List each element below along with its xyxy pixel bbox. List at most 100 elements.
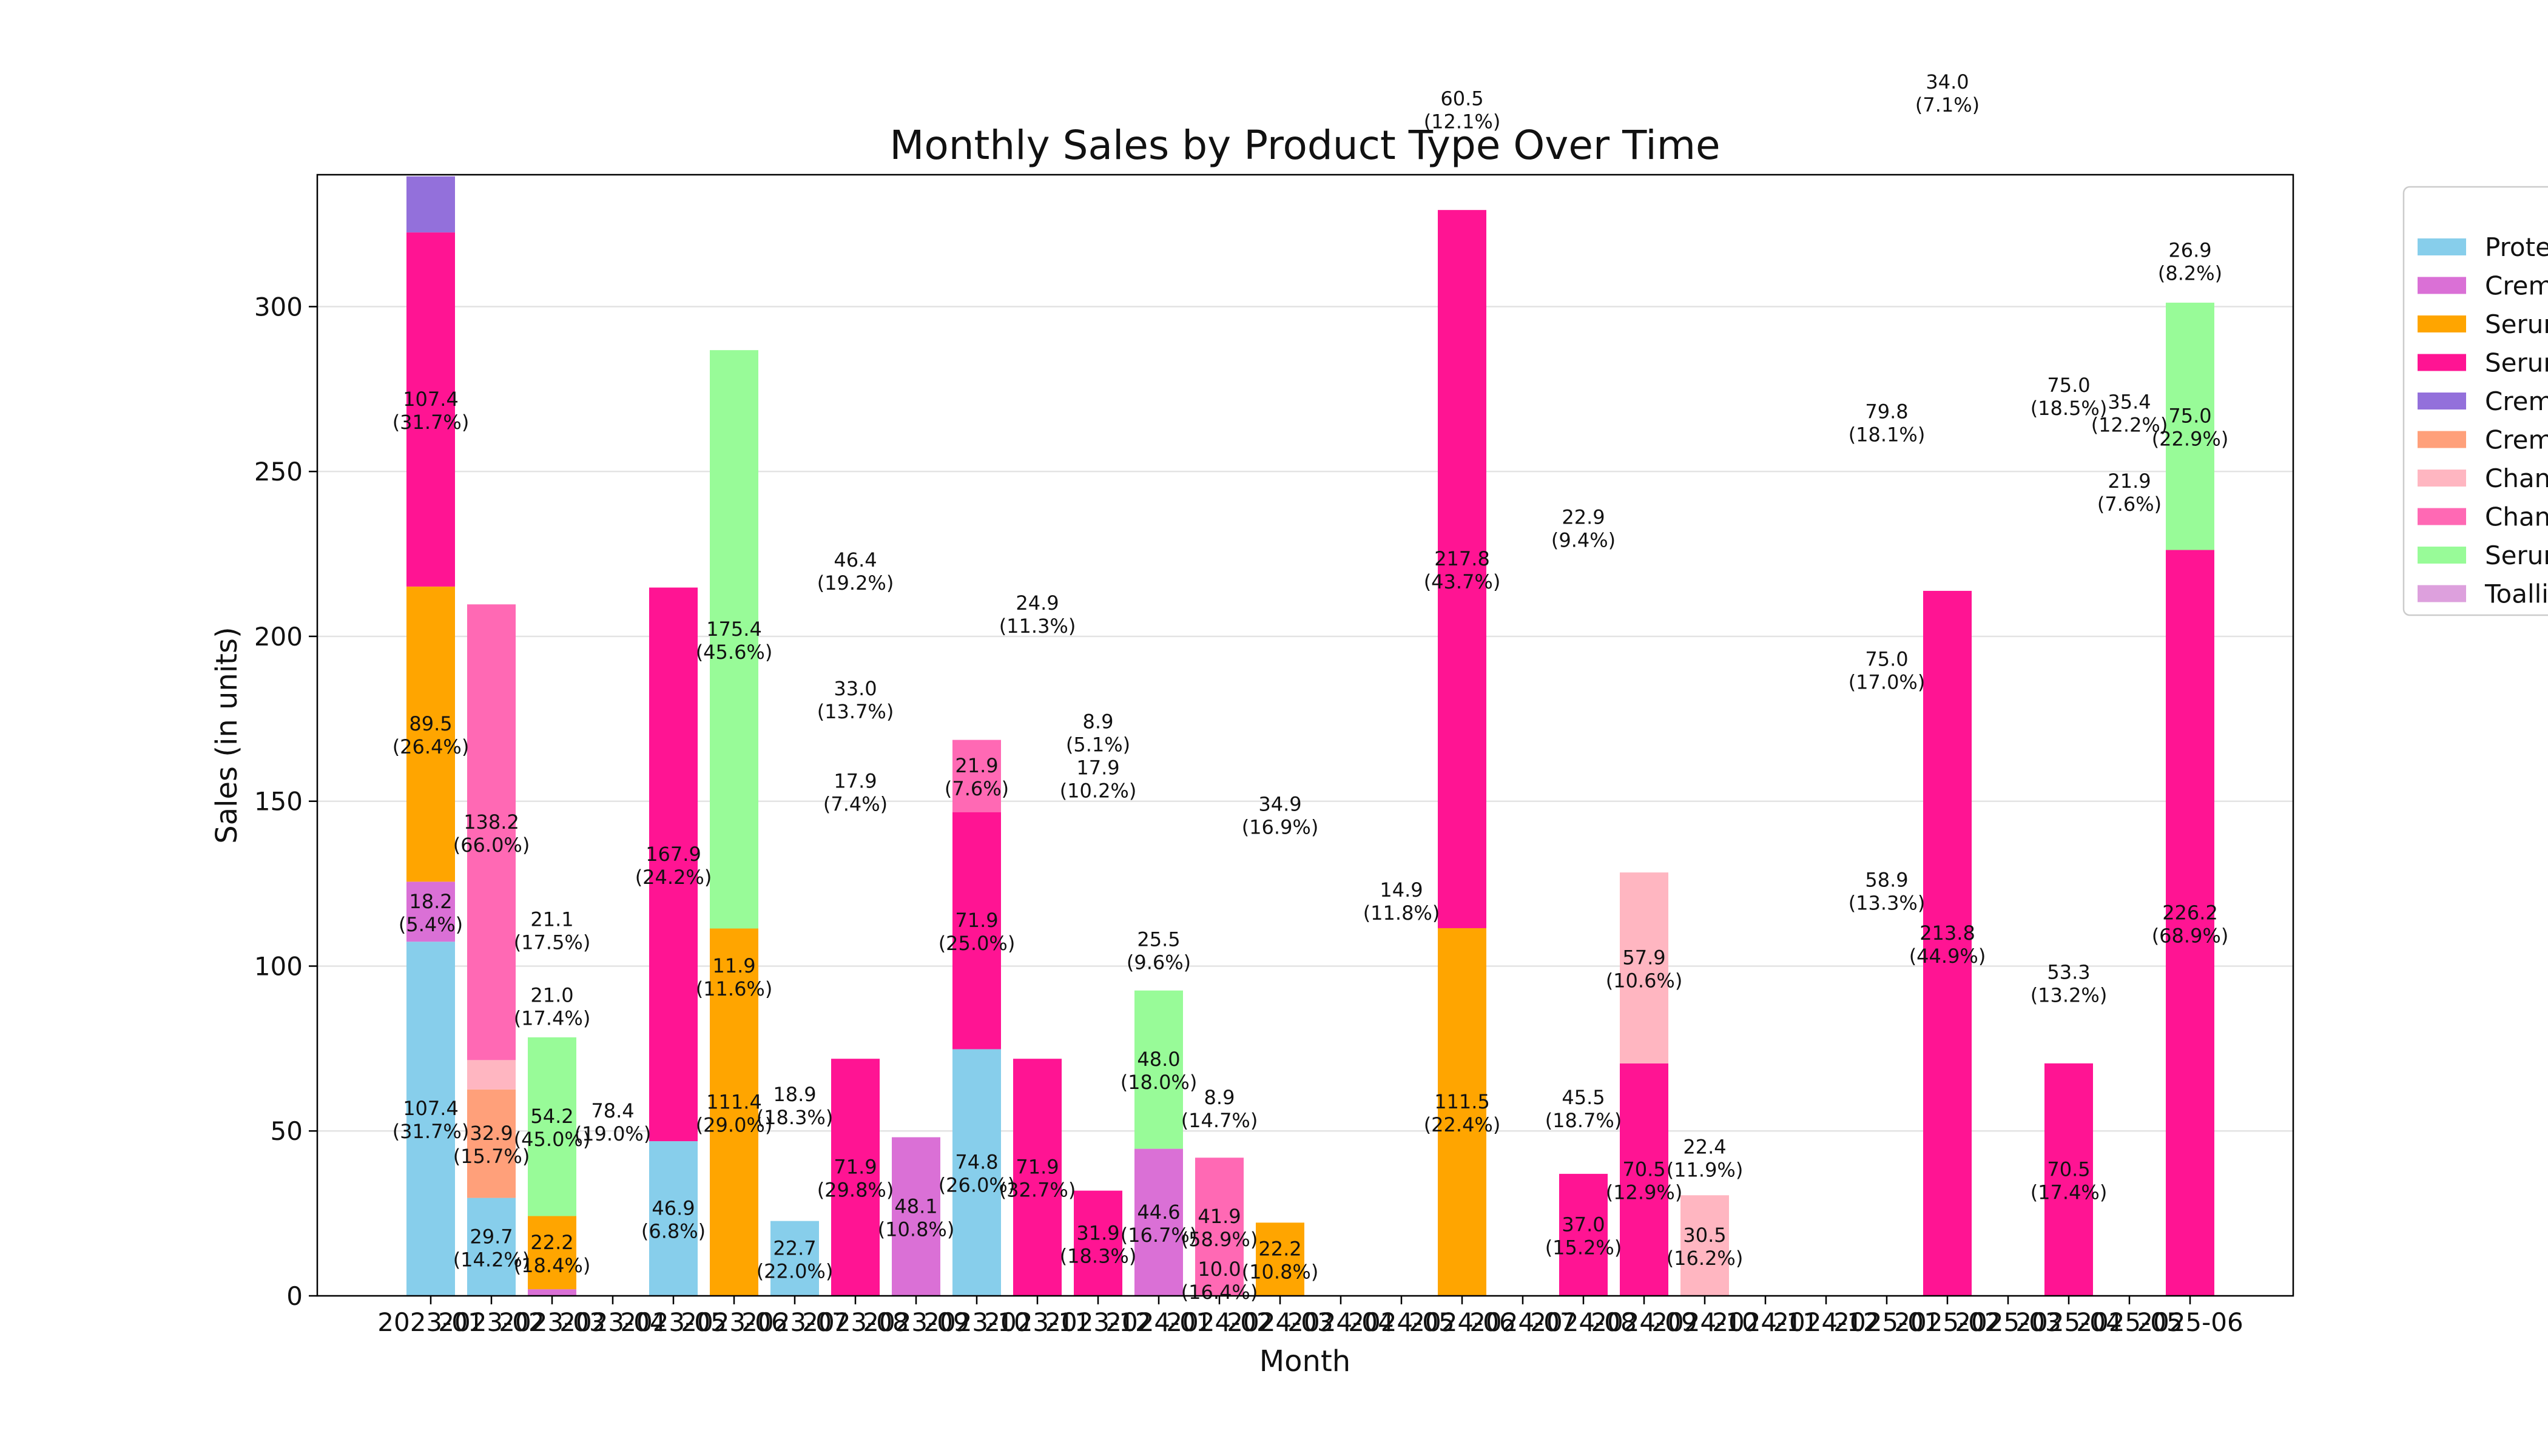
annotation-value-label: 58.9 (1865, 868, 1908, 891)
x-tick-label: 2025-02 (1894, 1307, 2001, 1337)
legend-entry: Chan (2485, 463, 2548, 493)
annotation-value-label: 25.5 (1137, 928, 1180, 951)
segment-pct-label: (22.0%) (757, 1259, 834, 1282)
y-tick-label: 0 (286, 1281, 303, 1311)
bar-segment (770, 1221, 819, 1296)
segment-pct-label: (6.8%) (641, 1220, 706, 1243)
annotation-value-label: 24.9 (1016, 592, 1059, 615)
bar-segment (710, 928, 758, 1296)
x-tick-label: 2024-08 (1530, 1307, 1637, 1337)
segment-value-label: 21.9 (955, 754, 998, 777)
bar-segment (1134, 990, 1183, 1149)
y-tick-label: 50 (271, 1116, 303, 1146)
annotation-value-label: 45.5 (1562, 1086, 1605, 1109)
x-axis: 2023-012023-022023-032023-042023-052023-… (377, 1296, 2243, 1337)
bar-segment (1074, 1190, 1122, 1296)
bars (406, 176, 2214, 1296)
annotation-value-label: 18.9 (773, 1083, 816, 1106)
annotation-pct-label: (17.5%) (514, 931, 591, 954)
annotation-value-label: 53.3 (2047, 961, 2090, 984)
annotation-pct-label: (11.9%) (1667, 1159, 1744, 1182)
segment-value-label: 226.2 (2162, 901, 2218, 924)
segment-value-label: 46.9 (652, 1197, 695, 1220)
annotation-pct-label: (11.8%) (1363, 902, 1440, 925)
bar-segment (952, 812, 1001, 1050)
annotation-value-label: 35.4 (2108, 390, 2151, 413)
x-tick-label: 2024-09 (1591, 1307, 1697, 1337)
x-tick-label: 2024-12 (1773, 1307, 1879, 1337)
segment-pct-label: (68.9%) (2152, 924, 2229, 947)
annotation-value-label: 75.0 (1865, 647, 1908, 670)
annotation-pct-label: (9.6%) (1127, 951, 1191, 974)
y-tick-label: 250 (254, 457, 303, 487)
legend-swatch (2418, 585, 2466, 602)
annotation-pct-label: (7.4%) (823, 792, 888, 815)
annotation-value-label: 33.0 (834, 677, 877, 700)
segment-pct-label: (14.2%) (453, 1248, 530, 1271)
bar-segment (710, 350, 758, 929)
annotation-pct-label: (8.2%) (2158, 261, 2222, 285)
annotation-value-label: 60.5 (1440, 87, 1483, 110)
bar-segment (528, 1289, 576, 1296)
annotation-value-label: 22.9 (1562, 506, 1605, 529)
bar-segment (1438, 928, 1486, 1296)
annotation-pct-label: (9.4%) (1551, 529, 1616, 552)
segment-value-label: 31.9 (1076, 1221, 1119, 1244)
segment-value-label: 107.4 (403, 388, 459, 411)
annotation-value-label: 10.0 (1198, 1258, 1241, 1281)
x-tick-label: 2023-06 (681, 1307, 787, 1337)
annotation-pct-label: (13.2%) (2031, 984, 2108, 1007)
annotation-pct-label: (17.0%) (1849, 670, 1926, 693)
legend-entry: Serur (2485, 309, 2548, 339)
bar-segment (1620, 872, 1668, 1063)
bar-segment (467, 1089, 516, 1198)
legend-swatch (2418, 354, 2466, 371)
annotation-value-label: 21.1 (530, 908, 573, 931)
bar-segment (2166, 550, 2214, 1296)
legend-swatch (2418, 315, 2466, 332)
segment-value-label: 107.4 (403, 1097, 459, 1120)
segment-pct-label: (43.7%) (1424, 570, 1501, 593)
annotation-pct-label: (16.9%) (1242, 815, 1319, 838)
data-labels: 107.4(31.7%)29.7(14.2%)46.9(6.8%)22.7(22… (393, 70, 2229, 1304)
bar-segment (406, 232, 455, 587)
annotation-value-label: 21.0 (530, 984, 573, 1007)
x-tick-label: 2024-06 (1409, 1307, 1515, 1337)
annotation-pct-label: (19.2%) (817, 571, 894, 595)
legend-swatch (2418, 431, 2466, 448)
annotation-value-label: 11.9 (712, 954, 755, 977)
x-tick-label: 2023-12 (1045, 1307, 1151, 1337)
bar-segment (528, 1216, 576, 1290)
segment-pct-label: (66.0%) (453, 834, 530, 857)
bar-segment (892, 1137, 940, 1296)
x-tick-label: 2023-08 (802, 1307, 909, 1337)
annotation-value-label: 8.9 (1083, 710, 1114, 733)
segment-value-label: 37.0 (1562, 1213, 1605, 1236)
bar-segment (1923, 590, 1972, 1296)
segment-value-label: 71.9 (834, 1156, 877, 1179)
annotation-value-label: 21.9 (2108, 470, 2151, 493)
segment-value-label: 48.1 (894, 1195, 937, 1218)
segment-pct-label: (58.9%) (1181, 1228, 1258, 1251)
bar-segment (467, 604, 516, 1060)
bar-segment (406, 942, 455, 1296)
segment-pct-label: (44.9%) (1909, 945, 1986, 968)
annotation-pct-label: (10.2%) (1060, 780, 1137, 803)
segment-pct-label: (26.4%) (393, 735, 470, 758)
segment-value-label: 44.6 (1137, 1201, 1180, 1224)
segment-pct-label: (17.4%) (2031, 1181, 2108, 1204)
legend-swatch (2418, 470, 2466, 487)
x-tick-label: 2023-11 (984, 1307, 1091, 1337)
bar-segment (1620, 1063, 1668, 1296)
bar-segment (1256, 1222, 1304, 1296)
legend-swatch (2418, 277, 2466, 294)
segment-value-label: 22.7 (773, 1236, 816, 1259)
segment-pct-label: (22.9%) (2152, 428, 2229, 451)
segment-pct-label: (15.2%) (1545, 1236, 1622, 1259)
legend-entry: Serur (2485, 541, 2548, 570)
plot-frame (316, 174, 2294, 1297)
annotation-pct-label: (18.3%) (757, 1106, 834, 1129)
segment-value-label: 138.2 (463, 811, 519, 834)
annotation-value-label: 34.9 (1258, 792, 1301, 815)
